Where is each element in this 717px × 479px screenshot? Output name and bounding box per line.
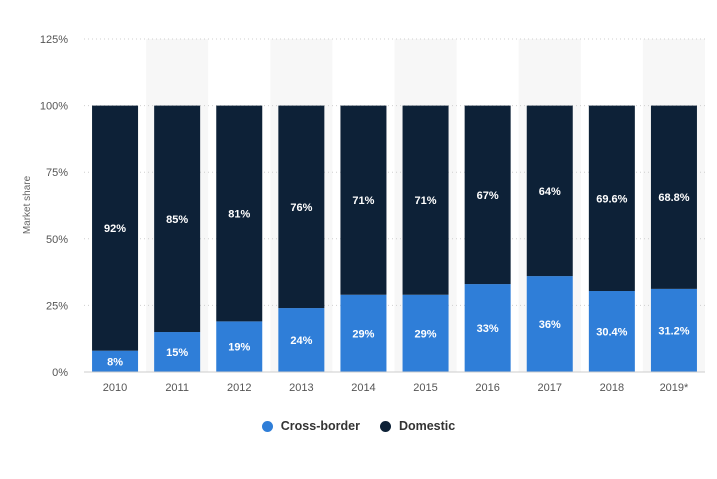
bar-domestic[interactable] bbox=[278, 105, 325, 309]
x-tick-label: 2013 bbox=[289, 382, 313, 394]
y-tick-label: 50% bbox=[46, 234, 68, 246]
data-label-cross-border: 29% bbox=[352, 328, 374, 340]
data-label-domestic: 69.6% bbox=[596, 193, 627, 205]
data-label-domestic: 67% bbox=[477, 190, 499, 202]
data-label-domestic: 71% bbox=[352, 195, 374, 207]
data-label-cross-border: 36% bbox=[539, 319, 561, 331]
bar-domestic[interactable] bbox=[92, 105, 139, 351]
x-tick-label: 2019* bbox=[660, 382, 689, 394]
bar-cross-border[interactable] bbox=[588, 291, 635, 372]
x-tick-label: 2011 bbox=[165, 382, 189, 394]
bar-cross-border[interactable] bbox=[278, 308, 325, 372]
bar-domestic[interactable] bbox=[650, 105, 697, 289]
data-label-cross-border: 31.2% bbox=[658, 325, 689, 337]
y-tick-label: 100% bbox=[40, 101, 68, 113]
y-tick-label: 125% bbox=[40, 34, 68, 46]
bar-domestic[interactable] bbox=[402, 105, 449, 295]
x-tick-label: 2017 bbox=[538, 382, 562, 394]
data-label-cross-border: 29% bbox=[415, 328, 437, 340]
data-label-domestic: 64% bbox=[539, 186, 561, 198]
y-axis-ticks: 0% 25% 50% 75% 100% 125% bbox=[40, 34, 68, 379]
data-label-domestic: 76% bbox=[290, 202, 312, 214]
bar-cross-border[interactable] bbox=[464, 284, 511, 372]
x-tick-label: 2014 bbox=[351, 382, 375, 394]
stacked-bar-chart: 0% 25% 50% 75% 100% 125% Market share 8% 92% 15… bbox=[22, 34, 705, 394]
bar-cross-border[interactable] bbox=[92, 350, 139, 372]
data-label-cross-border: 8% bbox=[107, 356, 123, 368]
x-tick-label: 2010 bbox=[103, 382, 127, 394]
legend-item-domestic[interactable]: Domestic bbox=[379, 419, 456, 433]
bar-cross-border[interactable] bbox=[154, 332, 201, 372]
y-axis-label: Market share bbox=[22, 175, 33, 234]
x-tick-label: 2015 bbox=[413, 382, 437, 394]
legend-item-cross-border[interactable]: Cross-border bbox=[261, 419, 360, 433]
x-tick-label: 2012 bbox=[227, 382, 251, 394]
x-tick-label: 2018 bbox=[600, 382, 624, 394]
bar-domestic[interactable] bbox=[526, 105, 573, 277]
bar-cross-border[interactable] bbox=[526, 276, 573, 372]
bars bbox=[92, 105, 697, 372]
data-label-domestic: 68.8% bbox=[658, 192, 689, 204]
data-label-domestic: 81% bbox=[228, 208, 250, 220]
bar-domestic[interactable] bbox=[588, 105, 635, 292]
legend-marker-domestic bbox=[379, 420, 391, 432]
data-labels: 8% 92% 15% 85% 19% 81% 24% 76% 29% 71% 29% 71% 33% 67… bbox=[104, 186, 690, 368]
data-label-cross-border: 24% bbox=[290, 335, 312, 347]
legend: Cross-border Domestic bbox=[0, 419, 717, 433]
data-label-cross-border: 33% bbox=[477, 323, 499, 335]
y-tick-label: 75% bbox=[46, 167, 68, 179]
data-label-cross-border: 15% bbox=[166, 347, 188, 359]
bar-cross-border[interactable] bbox=[216, 321, 263, 372]
x-axis-ticks: 2010 2011 2012 2013 2014 2015 2016 2017 2018 2019… bbox=[103, 382, 689, 394]
bar-cross-border[interactable] bbox=[402, 294, 449, 372]
data-label-domestic: 71% bbox=[415, 195, 437, 207]
bar-domestic[interactable] bbox=[154, 105, 201, 333]
x-tick-label: 2016 bbox=[475, 382, 499, 394]
data-label-cross-border: 19% bbox=[228, 342, 250, 354]
y-tick-label: 0% bbox=[52, 367, 68, 379]
legend-marker-cross-border bbox=[261, 420, 273, 432]
bar-domestic[interactable] bbox=[216, 105, 263, 322]
bar-domestic[interactable] bbox=[340, 105, 387, 295]
data-label-cross-border: 30.4% bbox=[596, 327, 627, 339]
bar-domestic[interactable] bbox=[464, 105, 511, 285]
data-label-domestic: 92% bbox=[104, 223, 126, 235]
bar-cross-border[interactable] bbox=[340, 294, 387, 372]
legend-label: Domestic bbox=[398, 419, 456, 433]
bar-cross-border[interactable] bbox=[650, 288, 697, 372]
legend-label: Cross-border bbox=[280, 419, 360, 433]
data-label-domestic: 85% bbox=[166, 214, 188, 226]
y-tick-label: 25% bbox=[46, 300, 68, 312]
